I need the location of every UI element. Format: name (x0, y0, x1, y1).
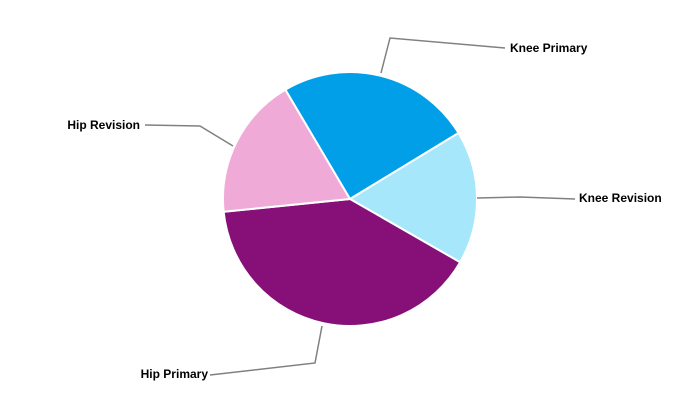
label-knee-primary: Knee Primary (510, 41, 588, 55)
pie-slice-knee-primary (283, 71, 460, 201)
label-hip-revision: Hip Revision (67, 118, 140, 132)
leader-line-knee-revision (476, 196, 576, 200)
label-hip-primary: Hip Primary (141, 367, 209, 381)
pie-slice-hip-primary (222, 197, 462, 327)
leader-line-hip-revision (144, 124, 234, 147)
leader-line-hip-primary (209, 325, 323, 376)
label-knee-revision: Knee Revision (579, 191, 662, 205)
pie-slice-hip-revision (222, 88, 352, 213)
leader-line-knee-primary (380, 37, 506, 74)
pie-slice-knee-revision (348, 131, 478, 264)
